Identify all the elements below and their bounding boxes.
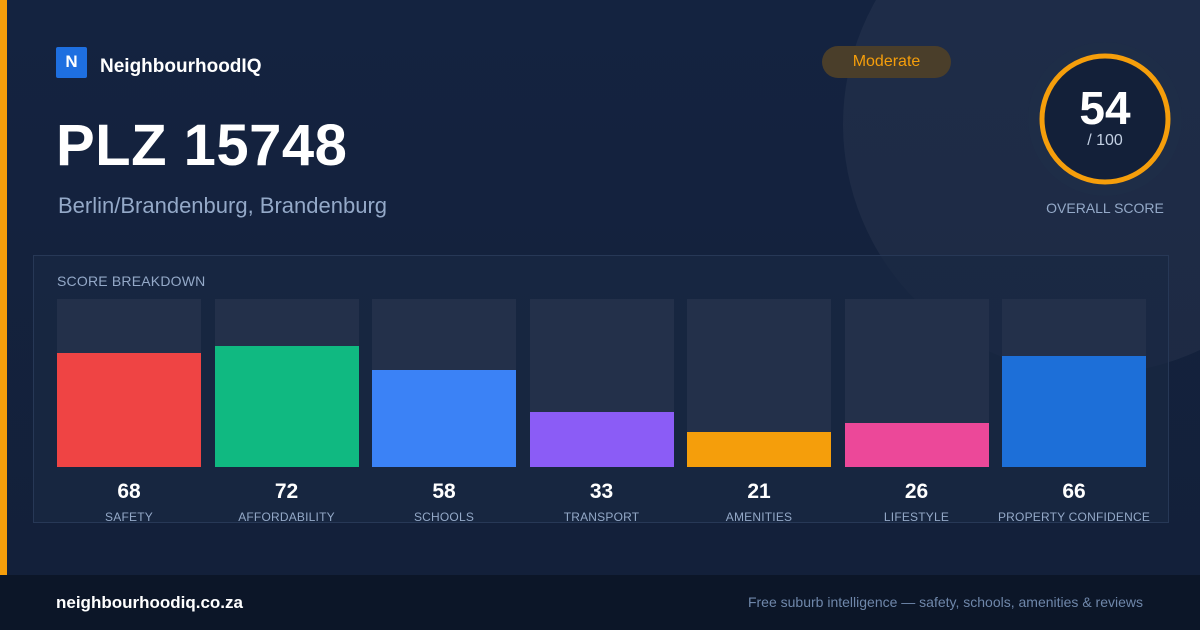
bar-fill: [57, 352, 201, 467]
bar-track: [844, 299, 989, 467]
bar-fill: [1002, 356, 1146, 467]
bar-value-label: 66: [1062, 480, 1086, 503]
footer: neighbourhoodiq.co.za Free suburb intell…: [0, 575, 1200, 630]
bar-fill: [844, 423, 989, 467]
footer-tagline: Free suburb intelligence — safety, schoo…: [747, 594, 1143, 610]
score-ring-icon: [1028, 42, 1182, 196]
bar-track: [214, 299, 359, 467]
bar-category-label: SCHOOLS: [413, 510, 475, 524]
page-subtitle: Berlin/Brandenburg, Brandenburg: [58, 193, 388, 218]
bar-value-label: 68: [117, 480, 141, 503]
bar-category-label: AMENITIES: [725, 510, 793, 524]
bar-value-label: 58: [432, 480, 456, 503]
bar-value-label: 72: [274, 480, 299, 503]
overall-score-max: / 100: [1087, 132, 1123, 149]
overall-score-value: 54: [1079, 82, 1131, 134]
bar-value-label: 21: [747, 480, 771, 503]
brand-logo-icon: N: [56, 46, 87, 78]
bar-category-label: PROPERTY CONFIDENCE: [997, 510, 1151, 524]
score-breakdown-panel: SCORE BREAKDOWN 68 SAFETY 72 AFFORDABILITY 5…: [33, 255, 1169, 524]
bar-value-label: 33: [589, 480, 614, 503]
brand-name: NeighbourhoodIQ: [100, 56, 262, 77]
bar-fill: [214, 346, 359, 467]
bar-track: [57, 299, 201, 467]
bar-track: [1002, 299, 1146, 467]
bar-fill: [529, 411, 674, 467]
overall-score-label: OVERALL SCORE: [1046, 200, 1164, 216]
bar-category-label: SAFETY: [105, 510, 153, 524]
bar-track: [529, 299, 674, 467]
bar-fill: [687, 431, 831, 467]
bar-category-label: TRANSPORT: [563, 510, 640, 524]
bar-track: [687, 299, 831, 467]
accent-bar: [0, 0, 7, 575]
footer-domain-link[interactable]: neighbourhoodiq.co.za: [56, 593, 243, 612]
brand[interactable]: N NeighbourhoodIQ: [56, 46, 261, 78]
score-breakdown-title: SCORE BREAKDOWN: [57, 273, 206, 289]
bar-track: [372, 299, 516, 467]
bar-fill: [372, 369, 516, 467]
overall-score-ring: 54 / 100: [1028, 42, 1182, 196]
bar-category-label: LIFESTYLE: [883, 510, 950, 524]
page-title: PLZ 15748: [56, 113, 348, 178]
bar-value-label: 26: [904, 480, 929, 503]
status-badge: Moderate: [822, 46, 951, 78]
bar-category-label: AFFORDABILITY: [238, 510, 335, 524]
